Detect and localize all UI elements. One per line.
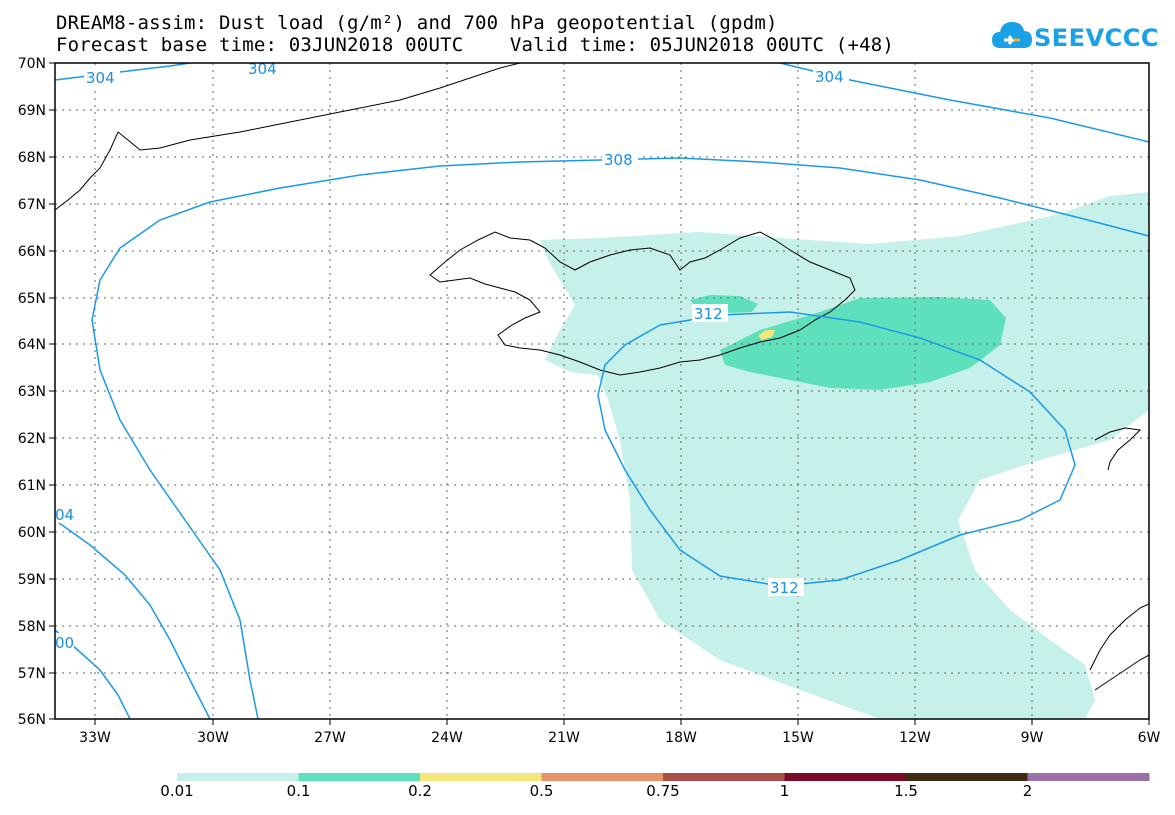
lon-label: 9W xyxy=(1021,730,1044,746)
contour-308 xyxy=(91,157,1149,719)
colorbar-tick-label: 0.2 xyxy=(408,782,432,800)
colorbar-swatch xyxy=(784,773,907,781)
lat-label: 69N xyxy=(18,103,46,119)
lat-label: 58N xyxy=(18,619,46,635)
map-plot-area xyxy=(55,63,1149,719)
colorbar-swatch xyxy=(420,773,542,781)
lon-label: 24W xyxy=(431,730,463,746)
contour-304-north xyxy=(55,63,191,81)
colorbar-swatch xyxy=(906,773,1028,781)
lon-label: 27W xyxy=(314,730,346,746)
lat-label: 63N xyxy=(18,384,46,400)
lat-label: 65N xyxy=(18,291,46,307)
colorbar-tick-label: 1.5 xyxy=(894,782,918,800)
latitude-labels: 70N 69N 68N 67N 66N 65N 64N 63N 62N 61N … xyxy=(18,56,46,728)
dust-area-mid xyxy=(720,297,1006,390)
map-subtitle: Forecast base time: 03JUN2018 00UTC Vali… xyxy=(56,34,895,56)
axis-ticks xyxy=(49,62,1150,725)
colorbar-swatch xyxy=(663,773,785,781)
lat-label: 56N xyxy=(18,712,46,728)
coastlines xyxy=(55,63,1149,691)
contour-312 xyxy=(597,311,1076,587)
lat-label: 66N xyxy=(18,244,46,260)
colorbar-swatch xyxy=(1027,773,1150,781)
lon-label: 30W xyxy=(197,730,229,746)
cloud-icon xyxy=(992,22,1032,48)
contour-label-312-top: 312 xyxy=(694,305,723,323)
contour-label-304-left: 304 xyxy=(86,69,115,87)
dust-area-low xyxy=(540,192,1149,719)
contour-label-304-top: 304 xyxy=(248,60,277,78)
contour-label-308: 308 xyxy=(604,151,633,169)
lat-label: 64N xyxy=(18,337,46,353)
colorbar-swatch xyxy=(177,773,299,781)
lat-label: 60N xyxy=(18,525,46,541)
longitude-labels: 33W 30W 27W 24W 21W 18W 15W 12W 9W 6W xyxy=(79,730,1160,746)
colorbar-swatch xyxy=(541,773,664,781)
coast-faroes xyxy=(1094,427,1142,471)
contour-label-312-bottom: 312 xyxy=(770,579,799,597)
contour-304-sw xyxy=(55,519,211,719)
lon-label: 6W xyxy=(1138,730,1161,746)
colorbar-tick-label: 0.1 xyxy=(286,782,311,800)
coast-scotland xyxy=(1089,603,1149,691)
dust-area-high xyxy=(758,330,775,340)
graticule xyxy=(55,63,1149,719)
contour-label-300-sw: 00 xyxy=(55,634,74,652)
colorbar-tick-label: 2 xyxy=(1022,782,1033,800)
coast-greenland xyxy=(55,63,521,211)
map-title: DREAM8-assim: Dust load (g/m²) and 700 h… xyxy=(56,12,778,34)
lon-label: 18W xyxy=(665,730,697,746)
seevccc-logo: SEEVCCC xyxy=(990,18,1160,58)
lat-label: 57N xyxy=(18,666,46,682)
lat-label: 61N xyxy=(18,478,46,494)
colorbar xyxy=(177,773,1150,781)
contour-labels: 304 304 304 308 312 312 04 00 xyxy=(52,60,849,652)
lat-label: 68N xyxy=(18,150,46,166)
colorbar-swatch xyxy=(298,773,421,781)
lat-label: 70N xyxy=(18,56,46,72)
lon-label: 12W xyxy=(899,730,931,746)
lon-label: 15W xyxy=(782,730,814,746)
lat-label: 62N xyxy=(18,431,46,447)
lat-label: 67N xyxy=(18,197,46,213)
logo-text: SEEVCCC xyxy=(1034,24,1159,52)
contour-label-304-right: 304 xyxy=(815,68,844,86)
colorbar-tick-label: 0.75 xyxy=(646,782,680,800)
lon-label: 33W xyxy=(79,730,111,746)
colorbar-tick-label: 0.5 xyxy=(529,782,554,800)
contour-label-304-sw: 04 xyxy=(55,506,74,524)
colorbar-tick-label: 1 xyxy=(779,782,790,800)
lat-label: 59N xyxy=(18,572,46,588)
colorbar-tick-label: 0.01 xyxy=(160,782,194,800)
lon-label: 21W xyxy=(548,730,580,746)
